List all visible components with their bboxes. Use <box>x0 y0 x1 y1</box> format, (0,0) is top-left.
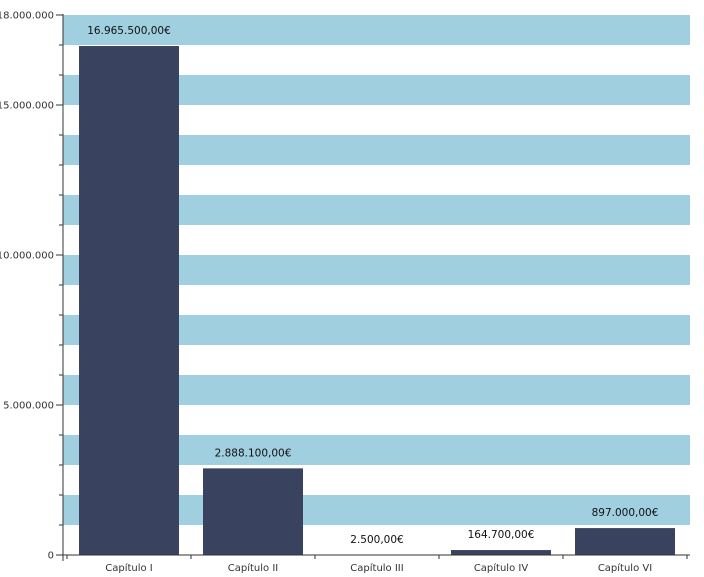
data-label: 2.888.100,00€ <box>215 447 292 459</box>
bars <box>79 46 675 555</box>
data-label: 897.000,00€ <box>592 507 659 519</box>
x-tick-label: Capítulo I <box>105 562 153 574</box>
data-label: 164.700,00€ <box>468 529 535 541</box>
data-labels: 16.965.500,00€ 2.888.100,00€ 2.500,00€ 164.… <box>87 25 658 546</box>
y-tick-label: 10.000.000 <box>0 251 54 262</box>
bar <box>575 528 675 555</box>
y-axis-ticks: 0 5.000.000 10.000.000 15.000.000 18.000.000 <box>0 11 688 562</box>
y-tick-label: 5.000.000 <box>3 401 54 412</box>
x-tick-label: Capítulo III <box>350 562 403 574</box>
data-label: 2.500,00€ <box>350 534 403 546</box>
y-tick-label: 15.000.000 <box>0 101 54 112</box>
x-tick-label: Capítulo II <box>228 562 278 574</box>
y-tick-label: 18.000.000 <box>0 11 54 22</box>
bar <box>79 46 179 555</box>
x-tick-label: Capítulo VI <box>598 562 652 574</box>
data-label: 16.965.500,00€ <box>87 25 171 37</box>
bar <box>203 468 303 555</box>
x-tick-label: Capítulo IV <box>474 562 529 574</box>
bar <box>451 550 551 555</box>
grid-band <box>63 15 690 45</box>
x-axis-labels: Capítulo I Capítulo II Capítulo III Capítul… <box>105 562 652 574</box>
y-tick-label: 0 <box>48 551 54 562</box>
